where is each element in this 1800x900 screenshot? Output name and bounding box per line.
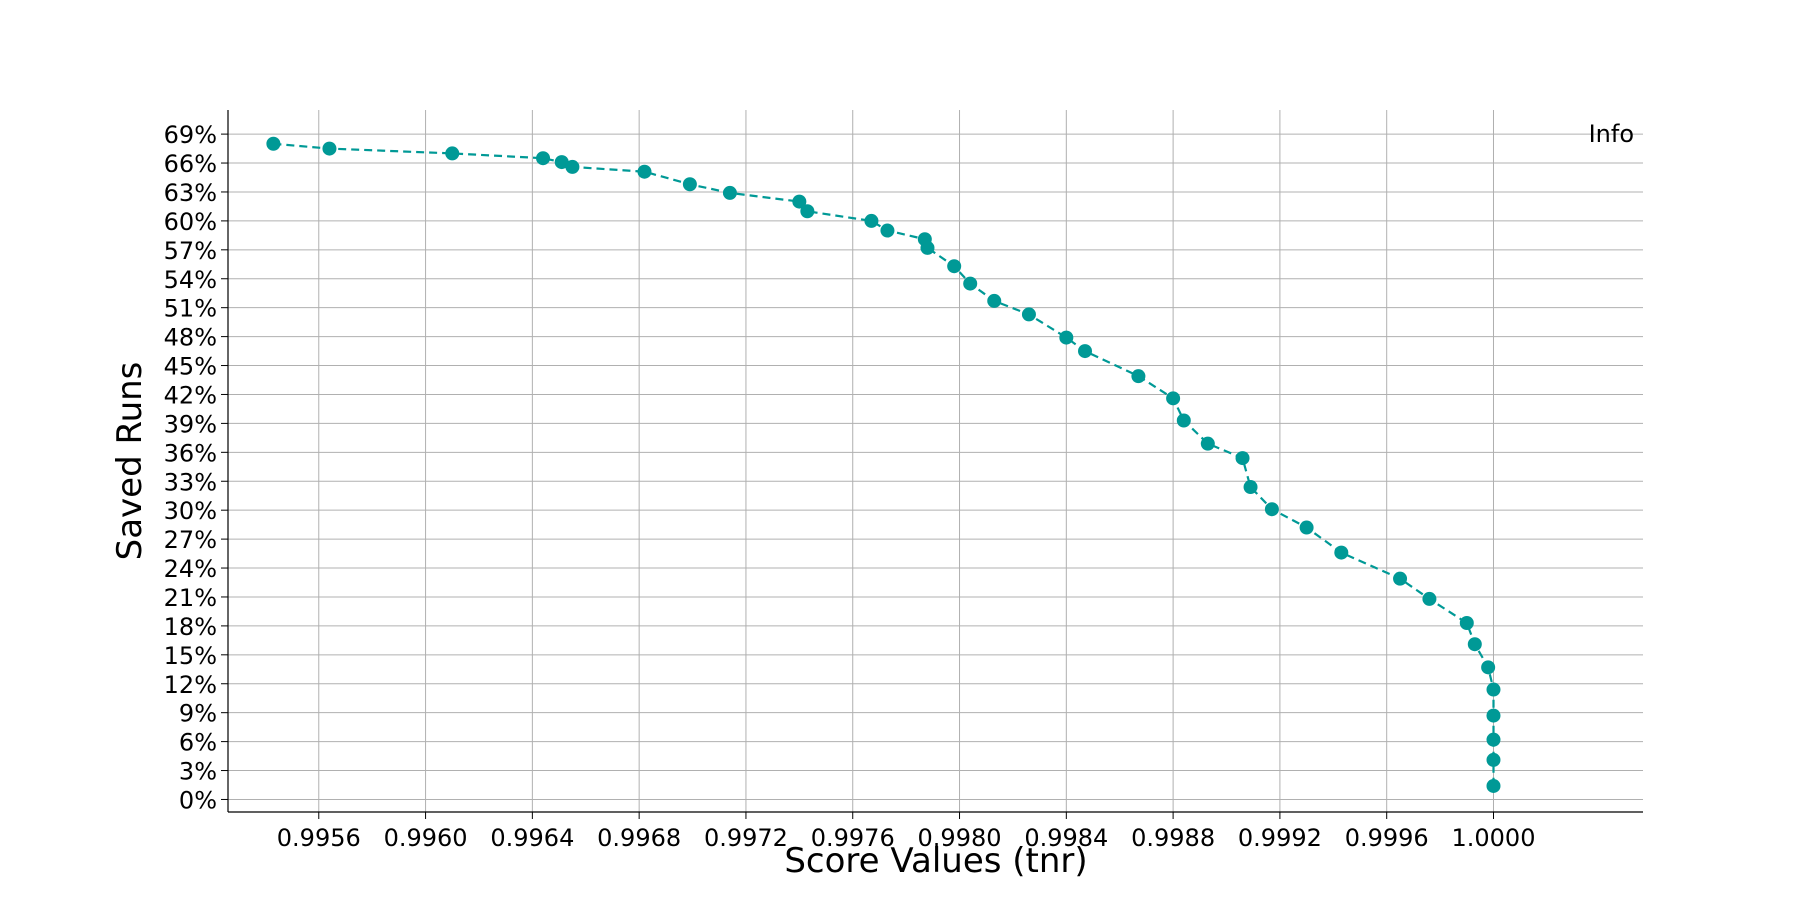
info-annotation: Info [1589, 120, 1634, 148]
axes [227, 110, 1643, 813]
data-point [536, 151, 551, 166]
data-point [722, 185, 737, 200]
y-axis-ticks: 0%3%6%9%12%15%18%21%24%27%30%33%36%39%42… [164, 121, 228, 814]
y-tick-label: 30% [164, 497, 217, 525]
y-tick-label: 66% [164, 150, 217, 178]
data-point [266, 136, 281, 151]
data-point [1243, 480, 1258, 495]
y-tick-label: 36% [164, 439, 217, 467]
y-axis-title: Saved Runs [110, 362, 150, 561]
x-tick-label: 0.9964 [490, 824, 574, 852]
data-point [1078, 344, 1093, 359]
data-point [1486, 682, 1501, 697]
y-tick-label: 33% [164, 468, 217, 496]
y-tick-label: 9% [179, 700, 217, 728]
y-tick-label: 0% [179, 786, 217, 814]
x-tick-label: 0.9996 [1345, 824, 1429, 852]
x-axis-ticks: 0.9956 0.9960 0.9964 0.9968 0.9972 0.9976 0.99… [277, 812, 1535, 852]
x-tick-label: 1.0000 [1451, 824, 1535, 852]
x-tick-label: 0.9984 [1024, 824, 1108, 852]
data-point [864, 213, 879, 228]
data-point [1486, 732, 1501, 747]
data-point [1481, 660, 1496, 675]
y-tick-label: 3% [179, 758, 217, 786]
data-point [800, 204, 815, 219]
x-tick-label: 0.9980 [918, 824, 1002, 852]
x-tick-label: 0.9956 [277, 824, 361, 852]
data-point [947, 259, 962, 274]
data-point [565, 159, 580, 174]
data-point [1459, 616, 1474, 630]
y-tick-label: 6% [179, 729, 217, 757]
data-point [682, 177, 697, 192]
x-tick-label: 0.9992 [1238, 824, 1322, 852]
data-point [1422, 591, 1437, 606]
y-tick-label: 21% [164, 584, 217, 612]
data-point [1200, 436, 1215, 451]
data-point [1059, 330, 1074, 345]
data-point [1235, 451, 1250, 466]
data-point [1486, 708, 1501, 723]
x-tick-label: 0.9972 [704, 824, 788, 852]
data-point [322, 141, 337, 156]
y-tick-label: 69% [164, 121, 217, 149]
y-tick-label: 57% [164, 237, 217, 265]
data-point [1166, 391, 1181, 406]
data-point [963, 276, 978, 291]
y-tick-label: 27% [164, 526, 217, 554]
data-point [987, 293, 1002, 308]
data-point [1334, 545, 1349, 560]
x-tick-label: 0.9968 [597, 824, 681, 852]
data-point [1486, 752, 1501, 767]
y-tick-label: 42% [164, 381, 217, 409]
data-points [266, 136, 1501, 793]
data-point [1467, 637, 1482, 652]
y-tick-label: 48% [164, 324, 217, 352]
y-tick-label: 45% [164, 353, 217, 381]
x-axis-title: Score Values (tnr) [784, 841, 1087, 881]
y-tick-label: 60% [164, 208, 217, 236]
data-point [1264, 502, 1279, 517]
x-tick-label: 0.9976 [811, 824, 895, 852]
data-point [1176, 413, 1191, 428]
data-point [1486, 778, 1501, 793]
data-point [880, 223, 895, 238]
series-line [273, 142, 1495, 786]
data-point [554, 155, 569, 170]
grid [228, 110, 1643, 812]
x-tick-label: 0.9960 [384, 824, 468, 852]
series-polyline [273, 142, 1495, 786]
y-tick-label: 15% [164, 642, 217, 670]
data-point [1021, 307, 1036, 322]
data-point [920, 240, 935, 255]
y-tick-label: 54% [164, 266, 217, 294]
data-point [792, 194, 807, 209]
y-tick-label: 12% [164, 671, 217, 699]
y-tick-label: 63% [164, 179, 217, 207]
data-point [1299, 520, 1314, 535]
y-tick-label: 51% [164, 295, 217, 323]
data-point [445, 146, 460, 161]
x-tick-label: 0.9988 [1131, 824, 1215, 852]
data-point [637, 164, 652, 179]
y-tick-label: 39% [164, 410, 217, 438]
y-tick-label: 24% [164, 555, 217, 583]
data-point [1131, 369, 1146, 384]
data-point [1393, 571, 1408, 586]
y-tick-label: 18% [164, 613, 217, 641]
